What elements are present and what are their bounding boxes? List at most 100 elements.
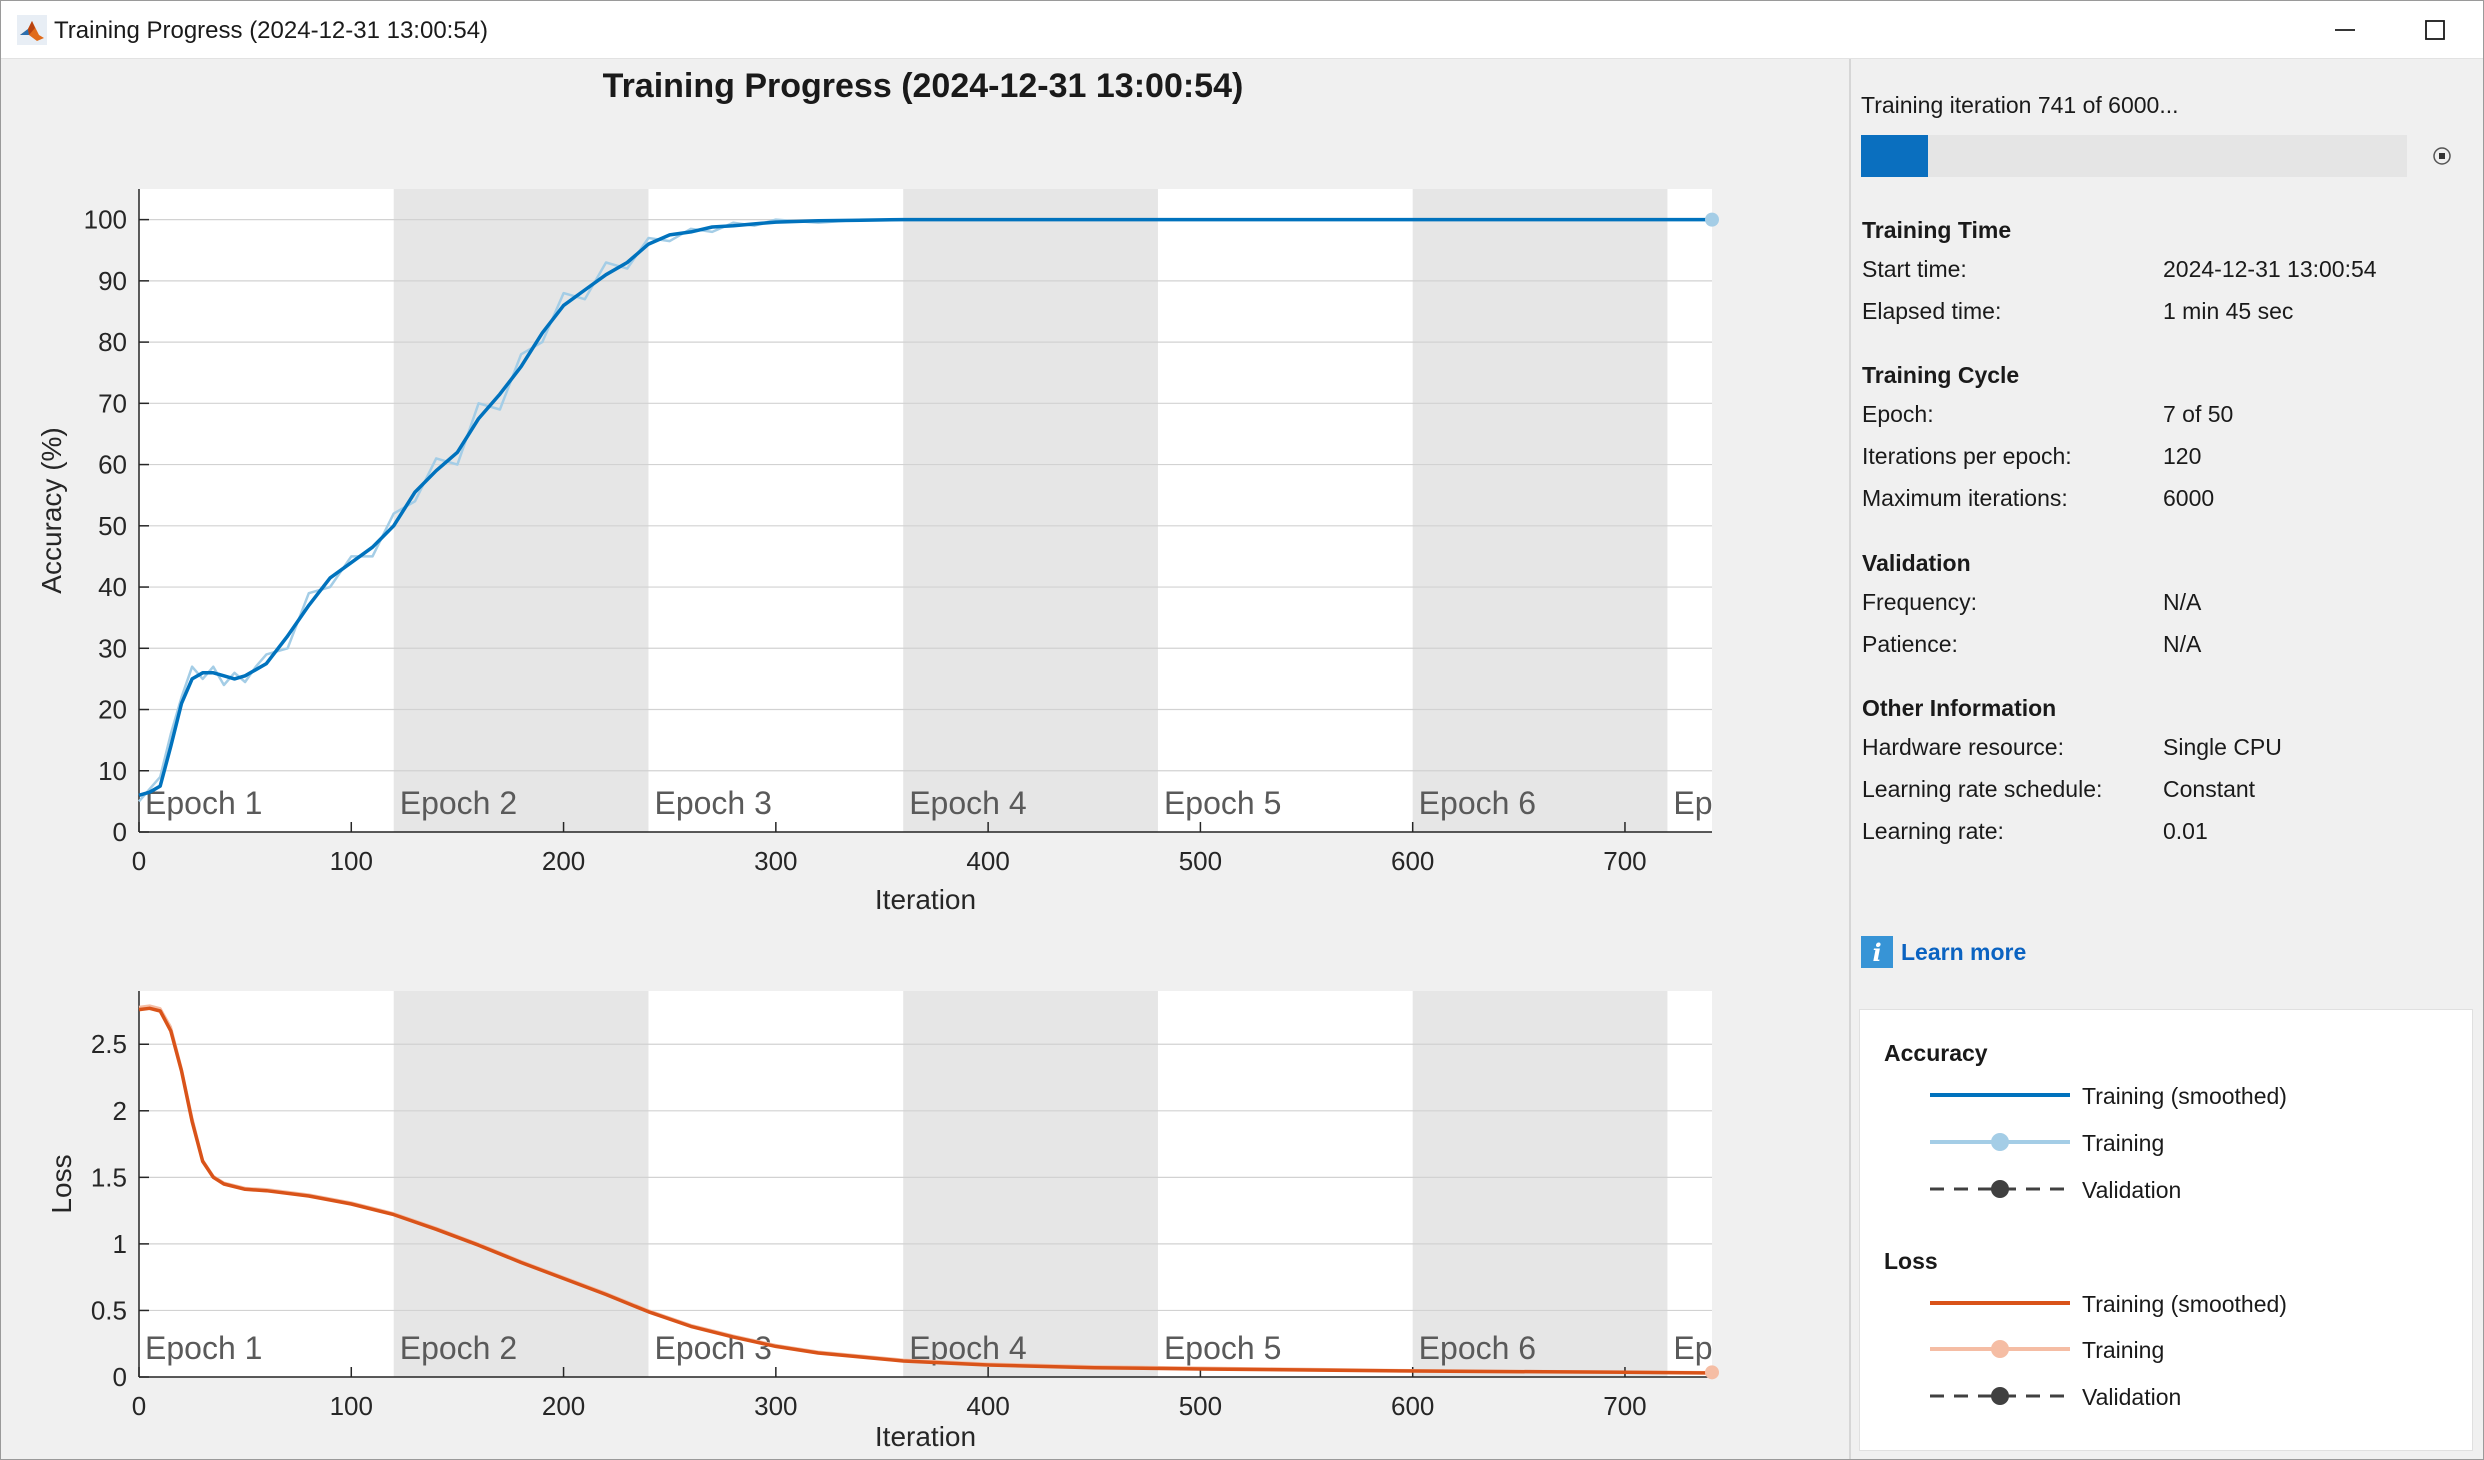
plot-area: Training Progress (2024-12-31 13:00:54) … bbox=[1, 59, 1849, 1459]
x-tick-label: 700 bbox=[1603, 846, 1646, 876]
legend-heading-accuracy: Accuracy bbox=[1884, 1040, 1988, 1066]
info-row-maximum-iterations: Maximum iterations: 6000 bbox=[1862, 475, 2214, 517]
legend-line-dashed-black bbox=[1930, 1180, 2070, 1198]
section-heading: Training Cycle bbox=[1862, 362, 2020, 388]
x-tick-label: 200 bbox=[542, 846, 585, 876]
legend-entry-loss-validation: Validation bbox=[1860, 1376, 2460, 1416]
epoch-band bbox=[393, 189, 649, 832]
stop-button[interactable] bbox=[2430, 144, 2454, 168]
info-label: Hardware resource: bbox=[1862, 734, 2064, 760]
minimize-button[interactable] bbox=[2299, 1, 2391, 58]
x-axis-label: Iteration bbox=[875, 1421, 976, 1452]
x-tick-label: 600 bbox=[1391, 846, 1434, 876]
info-icon: i bbox=[1861, 936, 1893, 968]
x-tick-label: 400 bbox=[966, 1391, 1009, 1421]
epoch-label: Epoch 2 bbox=[400, 1330, 517, 1366]
legend: Accuracy Training (smoothed) Training Va… bbox=[1859, 1009, 2473, 1451]
info-value: N/A bbox=[2163, 631, 2202, 657]
x-tick-label: 500 bbox=[1179, 1391, 1222, 1421]
legend-label: Validation bbox=[2082, 1384, 2182, 1410]
y-tick-label: 40 bbox=[98, 572, 127, 602]
y-tick-label: 90 bbox=[98, 266, 127, 296]
section-training-time: Training Time Start time: 2024-12-31 13:0… bbox=[1862, 217, 2377, 330]
epoch-band bbox=[1412, 991, 1668, 1377]
legend-line-solid-orange bbox=[1930, 1301, 2070, 1305]
plot-title-text: Training Progress (2024-12-31 13:00:54) bbox=[602, 67, 1244, 105]
legend-label: Training bbox=[2082, 1337, 2165, 1363]
section-validation: Validation Frequency: N/A Patience: N/A bbox=[1862, 550, 2201, 663]
series-training-marker bbox=[1705, 1365, 1719, 1380]
epoch-label: Epoch 1 bbox=[145, 1330, 262, 1366]
epoch-band bbox=[903, 991, 1158, 1377]
legend-line-marker-light-orange bbox=[1930, 1340, 2070, 1358]
section-heading: Other Information bbox=[1862, 695, 2057, 721]
info-label: Patience: bbox=[1862, 631, 1958, 657]
stop-icon bbox=[2433, 147, 2451, 165]
section-training-cycle: Training Cycle Epoch: 7 of 50 Iterations … bbox=[1862, 362, 2233, 517]
info-value: N/A bbox=[2163, 589, 2202, 615]
info-row-learning-rate-schedule: Learning rate schedule: Constant bbox=[1862, 766, 2255, 808]
y-tick-label: 1.5 bbox=[91, 1162, 127, 1192]
epoch-band bbox=[393, 991, 649, 1377]
info-label: Frequency: bbox=[1862, 589, 1978, 615]
y-tick-label: 60 bbox=[98, 450, 127, 480]
x-tick-label: 200 bbox=[542, 1391, 585, 1421]
y-tick-label: 70 bbox=[98, 388, 127, 418]
series-training-marker bbox=[1705, 212, 1719, 227]
x-tick-label: 100 bbox=[330, 1391, 373, 1421]
section-heading: Validation bbox=[1862, 550, 1971, 576]
info-label: Learning rate schedule: bbox=[1862, 776, 2103, 802]
accuracy-chart[interactable]: 0 10 20 30 40 50 60 70 80 90 100 0 100 200 300 400 500 60… bbox=[1, 59, 1849, 939]
info-label: Maximum iterations: bbox=[1862, 485, 2068, 511]
maximize-button[interactable] bbox=[2389, 1, 2481, 58]
epoch-label: Ep bbox=[1673, 1330, 1712, 1366]
info-value: 2024-12-31 13:00:54 bbox=[2163, 256, 2377, 282]
epoch-label: Epoch 5 bbox=[1164, 1330, 1281, 1366]
x-tick-label: 0 bbox=[132, 1391, 146, 1421]
y-tick-label: 2 bbox=[113, 1096, 127, 1126]
y-axis-label: Accuracy (%) bbox=[36, 427, 67, 593]
legend-entry-accuracy-training-smoothed: Training (smoothed) bbox=[1860, 1075, 2460, 1115]
legend-entry-accuracy-training: Training bbox=[1860, 1122, 2460, 1162]
info-label: Learning rate: bbox=[1862, 818, 2004, 844]
x-tick-label: 400 bbox=[966, 846, 1009, 876]
epoch-label: Epoch 3 bbox=[654, 1330, 771, 1366]
close-button[interactable] bbox=[2480, 1, 2484, 58]
section-heading: Training Time bbox=[1862, 217, 2012, 243]
x-tick-label: 300 bbox=[754, 1391, 797, 1421]
y-axis-label: Loss bbox=[46, 1154, 77, 1213]
info-row-iterations-per-epoch: Iterations per epoch: 120 bbox=[1862, 433, 2201, 475]
y-tick-label: 10 bbox=[98, 756, 127, 786]
y-tick-label: 20 bbox=[98, 695, 127, 725]
panel-splitter[interactable] bbox=[1849, 59, 1851, 1459]
epoch-label: Epoch 5 bbox=[1164, 785, 1281, 821]
learn-more-link[interactable]: i Learn more bbox=[1861, 936, 2026, 968]
legend-entry-loss-training-smoothed: Training (smoothed) bbox=[1860, 1283, 2460, 1323]
legend-label: Training bbox=[2082, 1130, 2165, 1156]
epoch-band bbox=[1412, 189, 1668, 832]
x-tick-label: 600 bbox=[1391, 1391, 1434, 1421]
legend-line-dashed-black bbox=[1930, 1387, 2070, 1405]
x-axis-label: Iteration bbox=[875, 884, 976, 915]
y-tick-label: 0 bbox=[113, 817, 127, 847]
legend-label: Training (smoothed) bbox=[2082, 1083, 2287, 1109]
info-row-elapsed-time: Elapsed time: 1 min 45 sec bbox=[1862, 288, 2293, 330]
epoch-label: Epoch 6 bbox=[1419, 1330, 1536, 1366]
title-bar: Training Progress (2024-12-31 13:00:54) bbox=[1, 1, 2483, 59]
y-tick-label: 2.5 bbox=[91, 1029, 127, 1059]
loss-chart[interactable]: 00.511.522.50 100 200 300 400 500 600 700Epoch … bbox=[1, 59, 1849, 1459]
series-training-smoothed bbox=[138, 1006, 1713, 1375]
info-label: Elapsed time: bbox=[1862, 298, 2002, 324]
window-title: Training Progress (2024-12-31 13:00:54) bbox=[54, 17, 489, 44]
info-row-start-time: Start time: 2024-12-31 13:00:54 bbox=[1862, 246, 2377, 288]
x-tick-label: 0 bbox=[132, 846, 146, 876]
info-row-epoch: Epoch: 7 of 50 bbox=[1862, 391, 2233, 433]
y-tick-label: 30 bbox=[98, 633, 127, 663]
x-tick-label: 300 bbox=[754, 846, 797, 876]
info-row-frequency: Frequency: N/A bbox=[1862, 579, 2201, 621]
info-value: 0.01 bbox=[2163, 818, 2208, 844]
matlab-logo-icon bbox=[17, 15, 47, 45]
legend-label: Validation bbox=[2082, 1177, 2182, 1203]
y-tick-label: 80 bbox=[98, 327, 127, 357]
x-tick-label: 100 bbox=[330, 846, 373, 876]
